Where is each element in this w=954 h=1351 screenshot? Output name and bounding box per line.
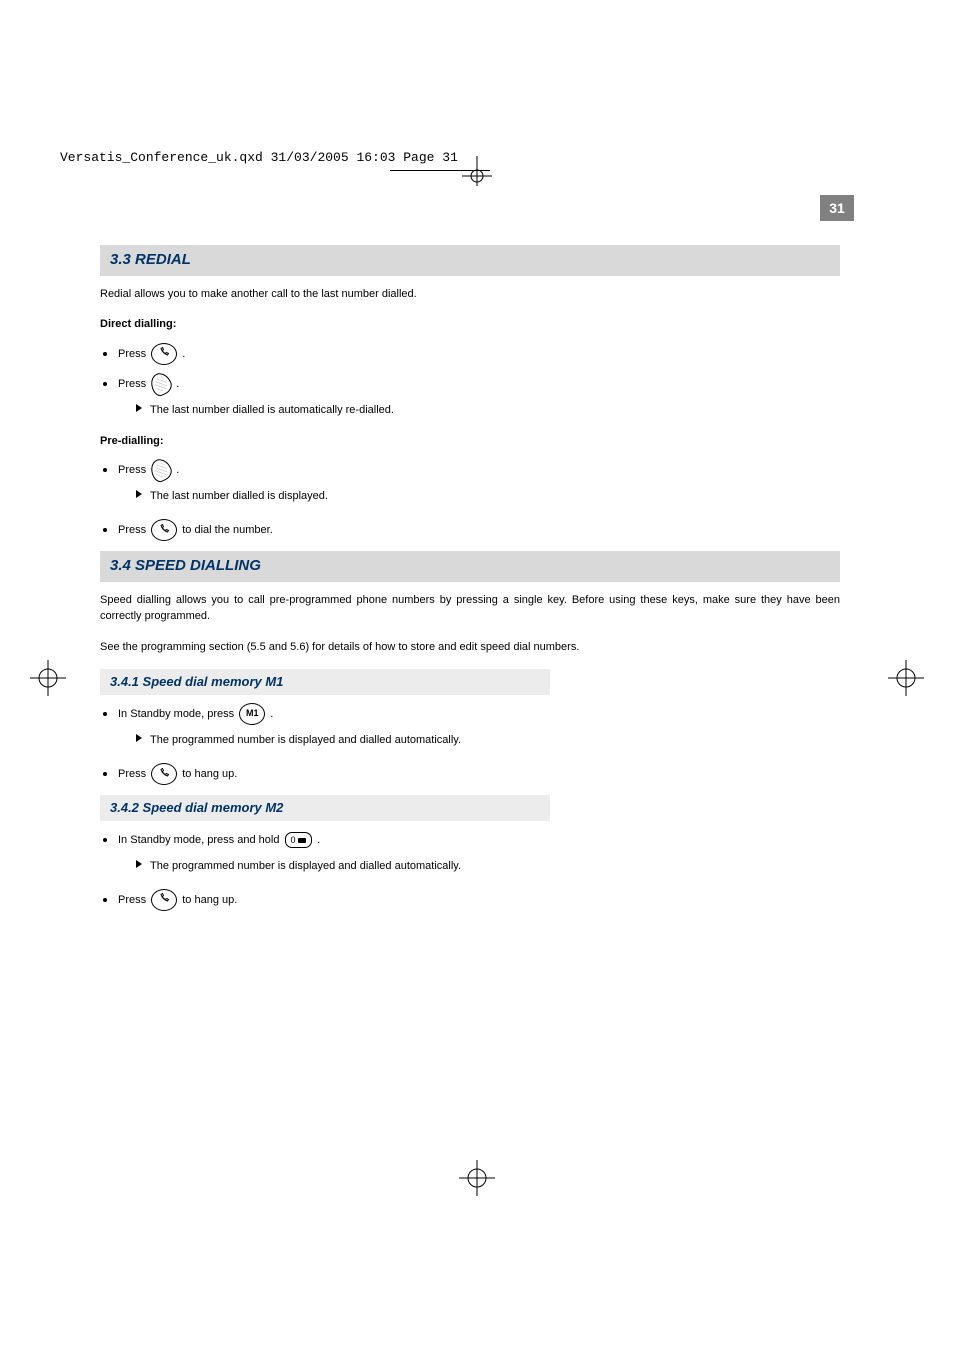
m1-result: The programmed number is displayed and d…: [118, 729, 840, 751]
text: In Standby mode, press: [118, 708, 237, 720]
speed-intro-2: See the programming section (5.5 and 5.6…: [100, 639, 840, 656]
phone-key-icon: [151, 343, 177, 365]
text: In Standby mode, press and hold: [118, 834, 283, 846]
m2-step-2: Press to hang up.: [100, 889, 840, 911]
print-header-line: Versatis_Conference_uk.qxd 31/03/2005 16…: [60, 150, 458, 165]
phone-key-icon: [151, 519, 177, 541]
direct-result: The last number dialled is automatically…: [118, 399, 840, 421]
text: Press: [118, 348, 149, 360]
text: .: [182, 348, 185, 360]
direct-step-2: Press . The last number dialled is autom…: [100, 373, 840, 421]
text: Press: [118, 464, 149, 476]
text: .: [317, 834, 320, 846]
text: to hang up.: [182, 894, 237, 906]
direct-step-1: Press .: [100, 343, 840, 365]
page-content: 3.3 REDIAL Redial allows you to make ano…: [100, 245, 840, 921]
m2-step-1: In Standby mode, press and hold 0 . The …: [100, 829, 840, 877]
registration-mark-left: [30, 660, 66, 696]
text: Press: [118, 894, 149, 906]
heading-3-4-1: 3.4.1 Speed dial memory M1: [100, 669, 550, 695]
text: to hang up.: [182, 768, 237, 780]
text: to dial the number.: [182, 524, 273, 536]
pre-result: The last number dialled is displayed.: [118, 485, 840, 507]
pre-dialling-hdr: Pre-dialling:: [100, 433, 840, 450]
redial-key-icon: [147, 456, 174, 484]
m2-result: The programmed number is displayed and d…: [118, 855, 840, 877]
m2-glyph: [298, 838, 306, 843]
m1-step-2: Press to hang up.: [100, 763, 840, 785]
text: .: [270, 708, 273, 720]
heading-3-3: 3.3 REDIAL: [100, 245, 840, 276]
registration-mark-right: [888, 660, 924, 696]
zero-key-label: 0: [291, 835, 296, 845]
redial-intro: Redial allows you to make another call t…: [100, 286, 840, 303]
m1-key-icon: M1: [239, 703, 265, 725]
text: Press: [118, 378, 149, 390]
phone-key-icon: [151, 889, 177, 911]
crop-mark-top: [462, 156, 492, 191]
speed-intro: Speed dialling allows you to call pre-pr…: [100, 592, 840, 625]
zero-key-icon: 0: [285, 832, 313, 848]
pre-step-1: Press . The last number dialled is displ…: [100, 459, 840, 507]
text: .: [176, 464, 179, 476]
text: .: [176, 378, 179, 390]
direct-dialling-hdr: Direct dialling:: [100, 316, 840, 333]
crop-mark-bottom: [459, 1160, 495, 1201]
text: Press: [118, 524, 149, 536]
text: Press: [118, 768, 149, 780]
redial-key-icon: [147, 369, 174, 397]
phone-key-icon: [151, 763, 177, 785]
pre-step-2: Press to dial the number.: [100, 519, 840, 541]
heading-3-4: 3.4 SPEED DIALLING: [100, 551, 840, 582]
m1-step-1: In Standby mode, press M1 . The programm…: [100, 703, 840, 751]
heading-3-4-2: 3.4.2 Speed dial memory M2: [100, 795, 550, 821]
page-number: 31: [820, 195, 854, 221]
m1-key-label: M1: [246, 708, 259, 718]
